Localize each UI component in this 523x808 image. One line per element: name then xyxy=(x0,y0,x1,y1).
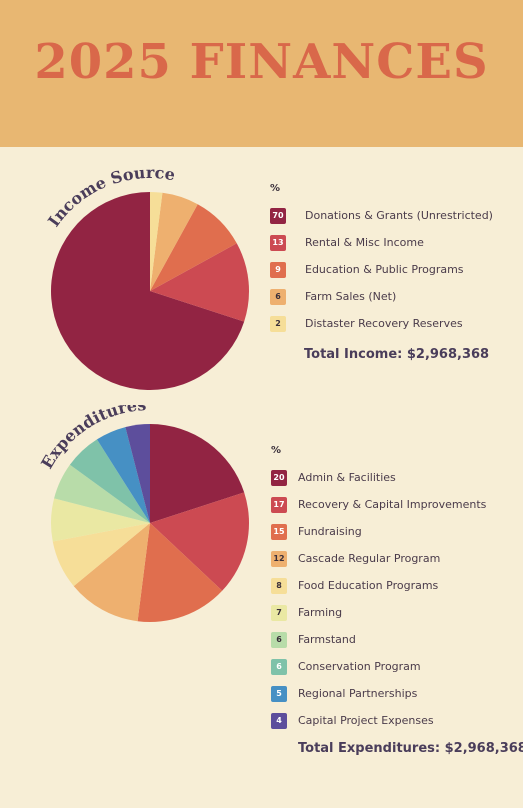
income-legend: % 70 Donations & Grants (Unrestricted) 13 R… xyxy=(270,183,493,337)
income-legend-rows: 70 Donations & Grants (Unrestricted) 13 Ren… xyxy=(270,202,493,337)
legend-swatch-value: 70 xyxy=(270,207,286,224)
legend-item-farmstand: 6 Farmstand xyxy=(271,626,486,653)
legend-label: Cascade Regular Program xyxy=(298,552,441,565)
legend-label: Food Education Programs xyxy=(298,579,439,592)
legend-label: Fundraising xyxy=(298,525,362,538)
legend-swatch-value: 12 xyxy=(271,550,287,567)
header-banner: 2025 FINANCES xyxy=(0,0,523,147)
pie-slice-capital-project-expenses xyxy=(125,424,150,523)
legend-item-capital-project-expenses: 4 Capital Project Expenses xyxy=(271,707,486,734)
pie-slice-farm-sales-net xyxy=(150,192,198,291)
legend-item-rental-misc-income: 13 Rental & Misc Income xyxy=(270,229,493,256)
legend-swatch-value: 4 xyxy=(271,712,287,729)
pie-slice-regional-partnerships xyxy=(96,427,150,523)
legend-item-admin-facilities: 20 Admin & Facilities xyxy=(271,464,486,491)
legend-swatch-value: 5 xyxy=(271,685,287,702)
income-legend-header: % xyxy=(270,183,281,194)
income-pie: Income Sources xyxy=(0,150,249,390)
pie-slice-conservation-program xyxy=(69,439,150,523)
pie-slice-fundraising xyxy=(137,523,223,622)
legend-label: Farming xyxy=(298,606,343,619)
pie-slice-distaster-recovery-reserves xyxy=(150,192,163,291)
legend-label: Capital Project Expenses xyxy=(298,714,434,727)
pie-slice-farming xyxy=(51,498,151,542)
expenditure-legend-header: % xyxy=(271,445,282,456)
legend-swatch-value: 8 xyxy=(271,577,287,594)
legend-label: Admin & Facilities xyxy=(298,471,396,484)
legend-label: Conservation Program xyxy=(298,660,421,673)
expenditure-legend: % 20 Admin & Facilities 17 Recovery & Capit… xyxy=(271,445,486,734)
legend-item-farming: 7 Farming xyxy=(271,599,486,626)
legend-swatch-value: 6 xyxy=(271,631,287,648)
legend-swatch-value: 15 xyxy=(271,523,287,540)
legend-swatch-value: 7 xyxy=(271,604,287,621)
page-title: 2025 FINANCES xyxy=(34,34,489,90)
legend-label: Farmstand xyxy=(298,633,356,646)
pie-slice-rental-misc-income xyxy=(150,243,249,322)
legend-item-distaster-recovery-reserves: 2 Distaster Recovery Reserves xyxy=(270,310,493,337)
expenditure-total: Total Expenditures: $2,968,368 xyxy=(298,741,523,756)
legend-item-education-public-programs: 9 Education & Public Programs xyxy=(270,256,493,283)
expenditure-chart: Expenditures % 20 Admin & Facilities 17 Rec… xyxy=(0,405,523,805)
legend-item-cascade-regular-program: 12 Cascade Regular Program xyxy=(271,545,486,572)
legend-swatch-value: 6 xyxy=(271,658,287,675)
pie-slice-admin-facilities xyxy=(150,424,245,523)
pie-slice-cascade-regular-program xyxy=(73,523,150,622)
expenditure-pie: Expenditures xyxy=(37,405,250,622)
pie-slice-donations-grants-unrestricted xyxy=(50,192,245,390)
legend-item-donations-grants-unrestricted: 70 Donations & Grants (Unrestricted) xyxy=(270,202,493,229)
pie-slice-food-education-programs xyxy=(52,523,150,587)
legend-label: Distaster Recovery Reserves xyxy=(305,317,463,330)
legend-item-fundraising: 15 Fundraising xyxy=(271,518,486,545)
expenditure-legend-rows: 20 Admin & Facilities 17 Recovery & Capital… xyxy=(271,464,486,734)
income-total: Total Income: $2,968,368 xyxy=(304,347,490,362)
legend-item-regional-partnerships: 5 Regional Partnerships xyxy=(271,680,486,707)
legend-label: Rental & Misc Income xyxy=(305,236,424,249)
legend-label: Education & Public Programs xyxy=(305,263,464,276)
legend-swatch-value: 20 xyxy=(271,469,287,486)
legend-item-food-education-programs: 8 Food Education Programs xyxy=(271,572,486,599)
legend-label: Donations & Grants (Unrestricted) xyxy=(305,209,493,222)
legend-item-recovery-capital-improvements: 17 Recovery & Capital Improvements xyxy=(271,491,486,518)
legend-item-conservation-program: 6 Conservation Program xyxy=(271,653,486,680)
pie-slice-recovery-capital-improvements xyxy=(150,492,250,591)
legend-item-farm-sales-net: 6 Farm Sales (Net) xyxy=(270,283,493,310)
legend-swatch-value: 6 xyxy=(270,288,286,305)
legend-label: Recovery & Capital Improvements xyxy=(298,498,487,511)
pie-slice-farmstand xyxy=(54,464,150,523)
legend-swatch-value: 17 xyxy=(271,496,287,513)
legend-label: Farm Sales (Net) xyxy=(305,290,397,303)
legend-swatch-value: 13 xyxy=(270,234,286,251)
income-chart: Income Sources % 70 Donations & Grants (U… xyxy=(0,150,523,390)
legend-swatch-value: 9 xyxy=(270,261,286,278)
legend-label: Regional Partnerships xyxy=(298,687,418,700)
pie-slice-education-public-programs xyxy=(150,204,237,291)
legend-swatch-value: 2 xyxy=(270,315,286,332)
